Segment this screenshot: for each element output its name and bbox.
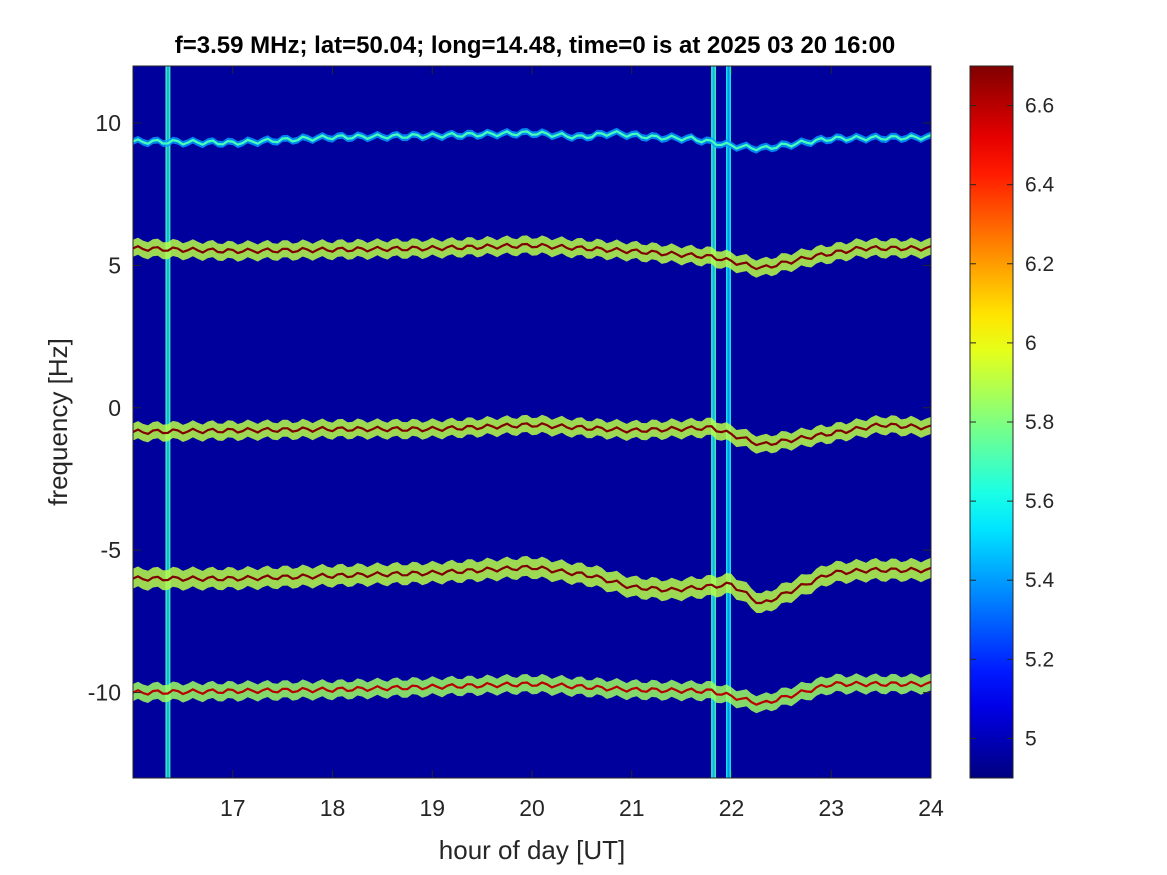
colorbar-tick-label: 6.6 <box>1025 95 1054 118</box>
x-tick-label: 20 <box>519 795 545 821</box>
colorbar-tick-label: 5.6 <box>1025 490 1054 513</box>
x-tick-label: 18 <box>320 795 346 821</box>
trace-line-1 <box>133 242 931 271</box>
x-axis-label: hour of day [UT] <box>439 835 625 865</box>
trace-halo-0 <box>133 127 931 154</box>
trace-halo-3 <box>133 555 931 613</box>
plot-area <box>132 65 932 779</box>
vertical-band-core-0 <box>166 66 169 778</box>
colorbar-tick-label: 6 <box>1025 332 1037 355</box>
x-tick-label: 21 <box>619 795 645 821</box>
y-tick-label: -10 <box>88 680 121 706</box>
y-tick-label: 0 <box>108 395 121 421</box>
colorbar-tick-label: 6.2 <box>1025 253 1054 276</box>
vertical-band-core-2 <box>727 66 730 778</box>
trace-line-4 <box>133 680 931 706</box>
x-tick-label: 22 <box>719 795 745 821</box>
x-tick-label: 17 <box>220 795 246 821</box>
x-tick-label: 19 <box>419 795 445 821</box>
colorbar-tick-label: 5.8 <box>1025 411 1054 434</box>
trace-line-0 <box>133 129 931 152</box>
chart-title: f=3.59 MHz; lat=50.04; long=14.48, time=… <box>175 32 895 59</box>
colorbar-gradient <box>970 66 1013 778</box>
x-tick-label: 24 <box>918 795 944 821</box>
x-tick-label: 23 <box>818 795 844 821</box>
trace-halo-4 <box>133 673 931 714</box>
y-tick-label: -5 <box>101 537 121 563</box>
colorbar: 5 5.2 5.4 5.6 5.8 6 6.2 6.4 6.6 <box>969 65 1055 779</box>
trace-halo-2 <box>133 414 931 454</box>
x-axis: 17 18 19 20 21 22 23 24 <box>220 66 944 821</box>
trace-line-3 <box>133 564 931 605</box>
y-tick-label: 5 <box>108 252 121 278</box>
colorbar-tick-label: 6.4 <box>1025 174 1055 197</box>
trace-line-2 <box>133 422 931 447</box>
colorbar-tick-label: 5.4 <box>1025 569 1055 592</box>
trace-halo-1 <box>133 235 931 278</box>
colorbar-tick-label: 5 <box>1025 727 1037 750</box>
y-axis-label: frequency [Hz] <box>43 338 73 506</box>
y-axis: -10 -5 0 5 10 <box>88 110 931 706</box>
heatmap-image <box>133 66 931 778</box>
colorbar-ticks: 5 5.2 5.4 5.6 5.8 6 6.2 6.4 6.6 <box>970 95 1055 750</box>
y-tick-label: 10 <box>95 110 121 136</box>
colorbar-tick-label: 5.2 <box>1025 648 1054 671</box>
